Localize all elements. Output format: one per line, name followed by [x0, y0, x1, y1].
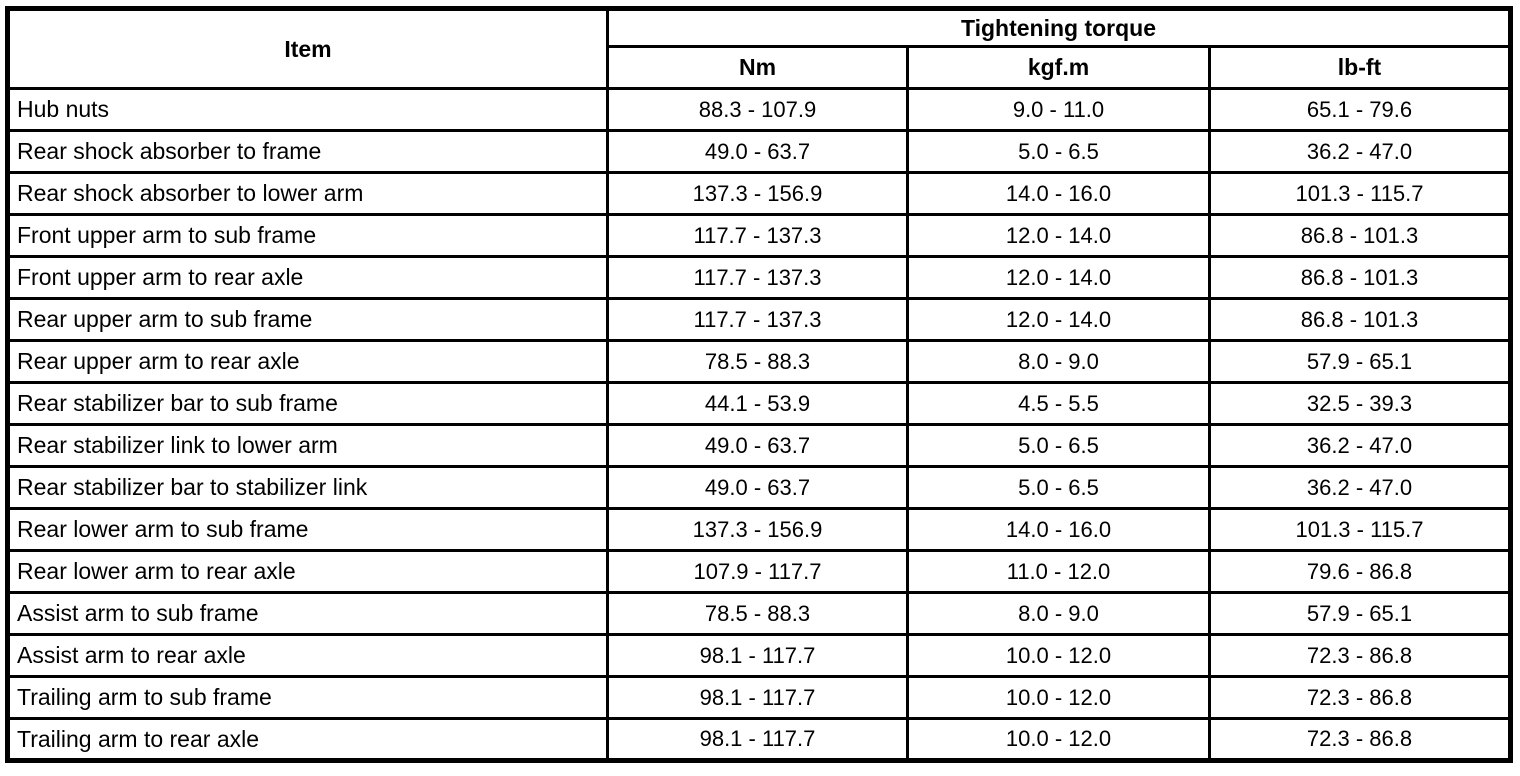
nm-cell: 137.3 - 156.9: [606, 507, 909, 552]
item-cell: Front upper arm to sub frame: [6, 213, 609, 258]
kgfm-cell: 12.0 - 14.0: [906, 297, 1211, 342]
nm-cell: 44.1 - 53.9: [606, 381, 909, 426]
nm-cell: 117.7 - 137.3: [606, 213, 909, 258]
table-row: Rear upper arm to rear axle 78.5 - 88.3 …: [6, 339, 1513, 384]
lbft-cell: 36.2 - 47.0: [1207, 465, 1513, 510]
table-row: Trailing arm to sub frame 98.1 - 117.7 1…: [6, 675, 1513, 720]
lbft-cell: 79.6 - 86.8: [1207, 549, 1513, 594]
nm-cell: 117.7 - 137.3: [606, 255, 909, 300]
column-header-tightening-torque: Tightening torque: [605, 7, 1513, 48]
item-cell: Rear stabilizer bar to stabilizer link: [6, 465, 609, 510]
unit-header-row: Nm kgf.m lb-ft: [8, 45, 1513, 90]
kgfm-cell: 10.0 - 12.0: [906, 717, 1211, 762]
kgfm-cell: 5.0 - 6.5: [906, 129, 1211, 174]
kgfm-cell: 10.0 - 12.0: [906, 633, 1211, 678]
table-row: Rear lower arm to sub frame 137.3 - 156.…: [6, 507, 1513, 552]
table-row: Assist arm to sub frame 78.5 - 88.3 8.0 …: [6, 591, 1513, 636]
lbft-cell: 101.3 - 115.7: [1207, 507, 1513, 552]
lbft-cell: 86.8 - 101.3: [1207, 255, 1513, 300]
column-header-lbft: lb-ft: [1207, 45, 1513, 90]
table-row: Hub nuts 88.3 - 107.9 9.0 - 11.0 65.1 - …: [6, 87, 1513, 132]
item-cell: Rear upper arm to rear axle: [6, 339, 609, 384]
kgfm-cell: 5.0 - 6.5: [906, 423, 1211, 468]
kgfm-cell: 11.0 - 12.0: [906, 549, 1211, 594]
table-row: Rear lower arm to rear axle 107.9 - 117.…: [6, 549, 1513, 594]
kgfm-cell: 5.0 - 6.5: [906, 465, 1211, 510]
nm-cell: 98.1 - 117.7: [606, 675, 909, 720]
nm-cell: 117.7 - 137.3: [606, 297, 909, 342]
nm-cell: 49.0 - 63.7: [606, 423, 909, 468]
nm-cell: 78.5 - 88.3: [606, 591, 909, 636]
item-cell: Rear stabilizer bar to sub frame: [6, 381, 609, 426]
kgfm-cell: 14.0 - 16.0: [906, 171, 1211, 216]
column-header-nm: Nm: [606, 45, 909, 90]
item-cell: Assist arm to rear axle: [6, 633, 609, 678]
item-cell: Assist arm to sub frame: [6, 591, 609, 636]
kgfm-cell: 10.0 - 12.0: [906, 675, 1211, 720]
table-row: Rear stabilizer bar to stabilizer link 4…: [6, 465, 1513, 510]
item-cell: Hub nuts: [6, 87, 609, 132]
lbft-cell: 32.5 - 39.3: [1207, 381, 1513, 426]
kgfm-cell: 12.0 - 14.0: [906, 213, 1211, 258]
tightening-torque-table: Item Tightening torque Nm kgf.m lb-ft Hu…: [5, 6, 1514, 763]
nm-cell: 88.3 - 107.9: [606, 87, 909, 132]
lbft-cell: 86.8 - 101.3: [1207, 213, 1513, 258]
item-cell: Rear upper arm to sub frame: [6, 297, 609, 342]
nm-cell: 98.1 - 117.7: [606, 717, 909, 762]
column-header-kgfm: kgf.m: [906, 45, 1211, 90]
column-header-item: Item: [6, 7, 609, 90]
nm-cell: 49.0 - 63.7: [606, 129, 909, 174]
lbft-cell: 72.3 - 86.8: [1207, 633, 1513, 678]
lbft-cell: 57.9 - 65.1: [1207, 591, 1513, 636]
table-header: Item Tightening torque Nm kgf.m lb-ft: [6, 7, 1513, 90]
item-cell: Trailing arm to rear axle: [6, 717, 609, 762]
table-row: Trailing arm to rear axle 98.1 - 117.7 1…: [6, 717, 1513, 762]
lbft-cell: 86.8 - 101.3: [1207, 297, 1513, 342]
lbft-cell: 72.3 - 86.8: [1207, 717, 1513, 762]
table-row: Rear shock absorber to lower arm 137.3 -…: [6, 171, 1513, 216]
table-row: Assist arm to rear axle 98.1 - 117.7 10.…: [6, 633, 1513, 678]
table-row: Rear shock absorber to frame 49.0 - 63.7…: [6, 129, 1513, 174]
item-cell: Rear lower arm to sub frame: [6, 507, 609, 552]
kgfm-cell: 14.0 - 16.0: [906, 507, 1211, 552]
kgfm-cell: 8.0 - 9.0: [906, 591, 1211, 636]
kgfm-cell: 8.0 - 9.0: [906, 339, 1211, 384]
table-row: Rear stabilizer bar to sub frame 44.1 - …: [6, 381, 1513, 426]
lbft-cell: 57.9 - 65.1: [1207, 339, 1513, 384]
lbft-cell: 65.1 - 79.6: [1207, 87, 1513, 132]
lbft-cell: 101.3 - 115.7: [1207, 171, 1513, 216]
kgfm-cell: 12.0 - 14.0: [906, 255, 1211, 300]
item-cell: Trailing arm to sub frame: [6, 675, 609, 720]
table-row: Rear upper arm to sub frame 117.7 - 137.…: [6, 297, 1513, 342]
item-cell: Rear shock absorber to lower arm: [6, 171, 609, 216]
table-row: Front upper arm to rear axle 117.7 - 137…: [6, 255, 1513, 300]
item-cell: Rear stabilizer link to lower arm: [6, 423, 609, 468]
table-body: Hub nuts 88.3 - 107.9 9.0 - 11.0 65.1 - …: [6, 87, 1513, 762]
nm-cell: 49.0 - 63.7: [606, 465, 909, 510]
lbft-cell: 72.3 - 86.8: [1207, 675, 1513, 720]
table-row: Front upper arm to sub frame 117.7 - 137…: [6, 213, 1513, 258]
kgfm-cell: 9.0 - 11.0: [906, 87, 1211, 132]
kgfm-cell: 4.5 - 5.5: [906, 381, 1211, 426]
item-cell: Front upper arm to rear axle: [6, 255, 609, 300]
lbft-cell: 36.2 - 47.0: [1207, 129, 1513, 174]
nm-cell: 78.5 - 88.3: [606, 339, 909, 384]
item-cell: Rear shock absorber to frame: [6, 129, 609, 174]
lbft-cell: 36.2 - 47.0: [1207, 423, 1513, 468]
nm-cell: 98.1 - 117.7: [606, 633, 909, 678]
nm-cell: 137.3 - 156.9: [606, 171, 909, 216]
group-header-row: Item Tightening torque: [6, 7, 1513, 90]
nm-cell: 107.9 - 117.7: [606, 549, 909, 594]
table-row: Rear stabilizer link to lower arm 49.0 -…: [6, 423, 1513, 468]
item-cell: Rear lower arm to rear axle: [6, 549, 609, 594]
